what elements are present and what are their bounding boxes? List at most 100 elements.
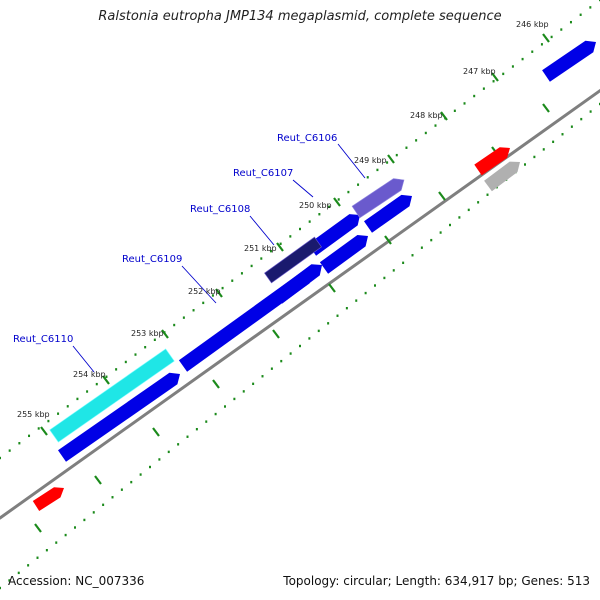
tick-dot — [192, 309, 195, 312]
highlight-gene-block[interactable] — [49, 348, 175, 443]
tick-dot — [524, 163, 526, 166]
inner-tick-mark — [34, 523, 42, 533]
tick-dot — [439, 231, 442, 234]
gene-label-leader — [72, 345, 95, 373]
gene-label[interactable]: Reut_C6108 — [190, 204, 250, 215]
gene-labels: Reut_C6106 Reut_C6107 Reut_C6108 Reut_C6109… — [13, 133, 366, 373]
tick-dot — [317, 329, 320, 333]
inner-tick-mark — [272, 329, 280, 339]
tick-dot — [0, 456, 1, 460]
tick-dot — [589, 6, 592, 9]
tick-dot — [83, 518, 86, 522]
tick-dot — [260, 257, 263, 260]
tick-dot — [269, 249, 272, 253]
tick-dot — [158, 458, 161, 461]
tick-dot — [231, 279, 234, 282]
tick-dot — [250, 264, 253, 268]
tick-dot — [580, 117, 583, 121]
tick-dot — [386, 161, 389, 164]
tick-dot — [299, 227, 301, 231]
tick-dot — [467, 208, 470, 212]
tick-dot — [521, 57, 524, 61]
tick-mark — [276, 242, 284, 252]
highlight-gene-block[interactable] — [264, 236, 322, 284]
tick-dot — [139, 473, 142, 476]
feature-block[interactable] — [484, 161, 520, 192]
tick-dot — [173, 323, 176, 327]
tick-dot — [195, 427, 198, 431]
tick-dot — [224, 405, 226, 408]
tick-dot — [8, 449, 11, 452]
tick-mark — [542, 33, 550, 43]
tick-dot — [364, 291, 367, 295]
gene-block[interactable] — [58, 372, 180, 462]
gene-label[interactable]: Reut_C6107 — [233, 168, 293, 179]
tick-dot — [66, 405, 69, 408]
tick-dot — [47, 419, 50, 423]
tick-dot — [102, 503, 105, 507]
tick-dot — [289, 235, 292, 238]
tick-dot — [430, 238, 433, 242]
gene-block[interactable] — [542, 40, 596, 82]
feature-block[interactable] — [474, 147, 510, 176]
tick-dot — [502, 72, 505, 76]
inner-tick-mark — [438, 191, 446, 201]
tick-dot — [347, 190, 350, 194]
gene-label[interactable]: Reut_C6106 — [277, 133, 337, 144]
tick-dot — [45, 548, 48, 552]
backbone-line — [0, 88, 600, 520]
tick-dot — [424, 131, 427, 135]
tick-dot — [0, 586, 1, 590]
tick-dot — [27, 564, 30, 567]
tick-dot — [492, 80, 495, 83]
tick-dot — [115, 368, 118, 371]
tick-mark — [440, 111, 448, 121]
tick-dot — [76, 397, 79, 401]
gene-block[interactable] — [273, 264, 322, 304]
tick-dot — [86, 390, 89, 393]
tick-dot — [214, 412, 217, 416]
accession-label: Accession: NC_007336 — [8, 574, 145, 588]
tick-dot — [405, 146, 408, 149]
tick-dot — [395, 153, 398, 157]
gene-block[interactable] — [319, 235, 368, 274]
gene-block[interactable] — [364, 194, 412, 233]
inner-tick-mark — [384, 235, 392, 245]
tick-dot — [411, 254, 414, 257]
tick-dot — [345, 306, 348, 310]
tick-dot — [383, 276, 386, 280]
tick-dot — [167, 450, 170, 454]
tick-dot — [111, 496, 114, 499]
tick-dot — [18, 442, 21, 445]
tick-dot — [92, 511, 95, 514]
tick-dot — [434, 124, 437, 127]
tick-dot — [531, 50, 534, 53]
tick-dot — [357, 183, 360, 186]
tick-dot — [552, 140, 555, 144]
tick-dot — [420, 246, 423, 249]
tick-dot — [105, 375, 108, 378]
gene-block[interactable] — [307, 214, 360, 256]
tick-dot — [95, 382, 98, 386]
tick-mark — [333, 197, 341, 207]
gene-label-leader — [181, 265, 217, 304]
tick-dot — [463, 102, 466, 105]
tick-mark — [215, 288, 223, 298]
tick-dot — [124, 360, 127, 364]
tick-dot — [202, 301, 205, 305]
tick-dot — [221, 286, 224, 290]
feature-block[interactable] — [32, 487, 64, 511]
tick-dot — [308, 337, 311, 340]
tick-dot — [130, 480, 133, 484]
highlight-gene-block[interactable] — [351, 178, 405, 219]
gene-label[interactable]: Reut_C6109 — [122, 254, 182, 265]
tick-dot — [337, 198, 340, 201]
tick-dot — [55, 541, 58, 544]
tick-dot — [8, 579, 11, 582]
gene-label[interactable]: Reut_C6110 — [13, 334, 73, 345]
tick-dot — [540, 43, 543, 46]
tick-dot — [211, 294, 214, 297]
